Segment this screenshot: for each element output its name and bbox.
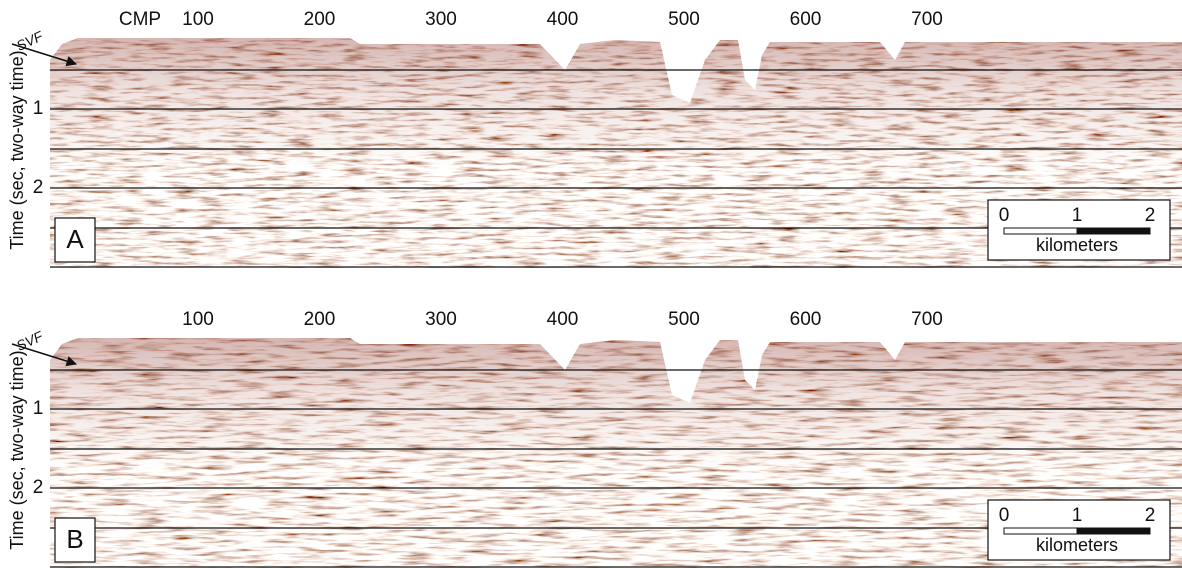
- panel: 100 200 300 400 500 600 700 1 2 Time (sec, two-wa…: [7, 309, 1182, 568]
- scale-unit: kilometers: [1036, 535, 1118, 555]
- cmp-tick: 300: [425, 309, 457, 330]
- scale-bar-white: [1003, 227, 1078, 235]
- scale-tick: 0: [999, 205, 1010, 226]
- scale-bar-black: [1076, 227, 1151, 235]
- cmp-tick: 300: [425, 9, 457, 30]
- cmp-tick: 200: [304, 9, 336, 30]
- cmp-label: CMP: [119, 9, 161, 30]
- axis-title: Time (sec, two-way time): [7, 350, 27, 549]
- time-tick: 1: [33, 98, 44, 119]
- cmp-tick: 600: [790, 9, 822, 30]
- seismic-section: [50, 338, 1182, 568]
- axis-title: Time (sec, two-way time): [7, 50, 27, 249]
- fault-arrow: [11, 343, 78, 367]
- seismic-section: [50, 38, 1182, 268]
- cmp-tick: 400: [547, 9, 579, 30]
- shallow-tint: [50, 338, 1182, 470]
- scale-tick: 2: [1145, 505, 1156, 526]
- cmp-tick: 200: [304, 309, 336, 330]
- cmp-tick: 100: [182, 9, 214, 30]
- shallow-tint: [50, 38, 1182, 170]
- scale-tick: 1: [1072, 505, 1083, 526]
- scale-tick: 0: [999, 505, 1010, 526]
- time-tick: 1: [33, 398, 44, 419]
- scale-tick: 1: [1072, 205, 1083, 226]
- cmp-tick: 100: [182, 309, 214, 330]
- cmp-tick: 500: [668, 9, 700, 30]
- scale-tick: 2: [1145, 205, 1156, 226]
- cmp-tick: 400: [547, 309, 579, 330]
- time-tick: 2: [33, 177, 44, 198]
- panel-letter-box: [54, 517, 96, 563]
- fault-arrow: [11, 43, 78, 67]
- panel-letter: B: [66, 524, 83, 554]
- time-tick: 2: [33, 477, 44, 498]
- panel: CMP 100 200 300 400 500 600 700 1 2 Time (sec, two…: [7, 9, 1182, 268]
- panel-letter: A: [66, 224, 84, 254]
- scale-bar-white: [1003, 527, 1078, 535]
- cmp-tick: 600: [790, 309, 822, 330]
- cmp-tick: 700: [911, 9, 943, 30]
- panel-letter-box: [54, 217, 96, 263]
- scale-bar-black: [1076, 527, 1151, 535]
- cmp-tick: 700: [911, 309, 943, 330]
- cmp-tick: 500: [668, 309, 700, 330]
- scale-unit: kilometers: [1036, 235, 1118, 255]
